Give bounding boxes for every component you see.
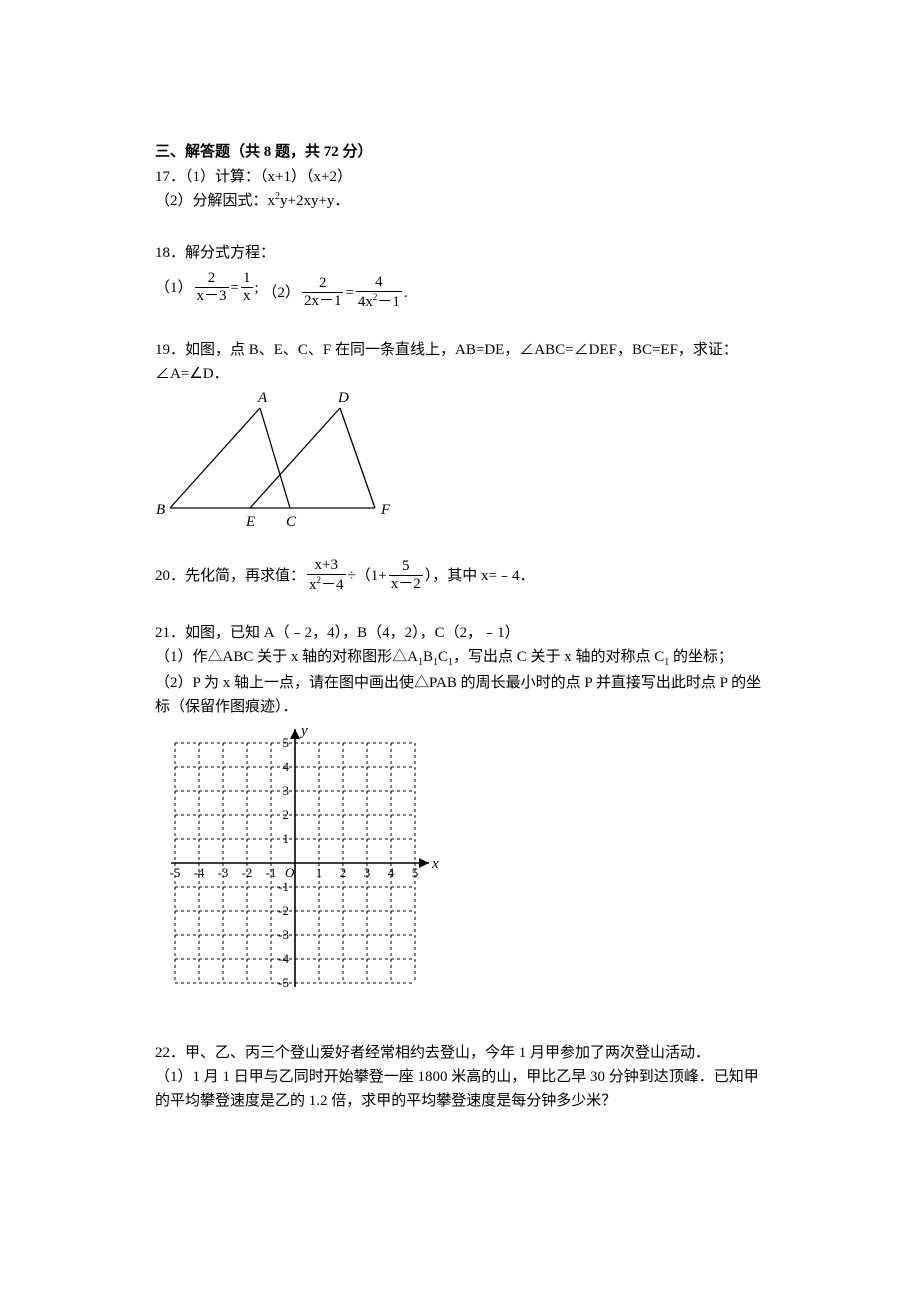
q18-p1-den2: x <box>241 287 253 304</box>
svg-text:-4: -4 <box>278 951 289 966</box>
q20-f1-den: x2－4 <box>307 574 346 593</box>
svg-text:2: 2 <box>283 807 290 822</box>
q21-l2e: 的坐标； <box>669 649 733 665</box>
q18-p1-label: （1） <box>155 276 193 300</box>
svg-text:1: 1 <box>316 865 323 880</box>
q18-p1-den1: x－3 <box>195 287 229 304</box>
question-17: 17．（1）计算：（x+1）（x+2） （2）分解因式：x2y+2xy+y． <box>155 165 765 213</box>
q17-p2-pre: x <box>268 193 276 209</box>
q20-div: ÷（1+ <box>348 564 387 588</box>
svg-text:4: 4 <box>283 759 290 774</box>
q20-suffix: ），其中 x=﹣4． <box>425 564 535 588</box>
svg-text:-4: -4 <box>194 865 205 880</box>
q18-p2-den2: 4x2－1 <box>356 291 402 310</box>
svg-text:-5: -5 <box>170 865 181 880</box>
q18-p2: （2） 2 2x－1 = 4 4x2－1 . <box>262 275 407 310</box>
triangle-diagram: A B C D E F <box>155 390 400 530</box>
q21-l2: （1）作△ABC 关于 x 轴的对称图形△A1B1C1，写出点 C 关于 x 轴… <box>155 645 765 671</box>
q18-p1-num1: 2 <box>206 271 218 287</box>
q18-p1-frac1: 2 x－3 <box>195 271 229 304</box>
q20-f1-den-post: －4 <box>321 577 344 593</box>
q17-prefix: 17． <box>155 169 185 185</box>
svg-text:O: O <box>285 865 295 880</box>
svg-text:1: 1 <box>283 831 290 846</box>
svg-text:5: 5 <box>283 735 290 750</box>
q20-line: 20．先化简，再求值： x+3 x2－4 ÷（1+ 5 x－2 ），其中 x=﹣… <box>155 558 534 593</box>
svg-text:E: E <box>245 514 255 530</box>
question-21: 21．如图，已知 A（﹣2，4），B（4，2），C（2，﹣1） （1）作△ABC… <box>155 621 765 1013</box>
svg-text:3: 3 <box>364 865 371 880</box>
q18-p1-frac2: 1 x <box>241 271 253 304</box>
q18-p2-den2-post: －1 <box>377 294 400 310</box>
q21-l2c: C <box>438 649 448 665</box>
q19-text: 19．如图，点 B、E、C、F 在同一条直线上，AB=DE，∠ABC=∠DEF，… <box>155 338 765 386</box>
q18-p2-label: （2） <box>262 281 300 305</box>
q17-p2-post: y+2xy+y． <box>280 193 349 209</box>
q17-line1: 17．（1）计算：（x+1）（x+2） <box>155 165 765 189</box>
q21-l2a: （1）作△ABC 关于 x 轴的对称图形△A <box>155 649 418 665</box>
q21-l2d: ，写出点 C 关于 x 轴的对称点 C <box>453 649 664 665</box>
q21-l3: （2）P 为 x 轴上一点，请在图中画出使△PAB 的周长最小时的点 P 并直接… <box>155 671 765 719</box>
svg-text:4: 4 <box>388 865 395 880</box>
section-title: 三、解答题（共 8 题，共 72 分） <box>155 140 765 161</box>
svg-text:y: y <box>299 723 308 739</box>
svg-text:-3: -3 <box>218 865 229 880</box>
svg-text:-3: -3 <box>278 927 289 942</box>
q20-f2-den: x－2 <box>389 575 423 592</box>
svg-text:-1: -1 <box>278 879 289 894</box>
q18-p2-eq: = <box>345 281 353 305</box>
q18-p1-num2: 1 <box>241 271 253 287</box>
question-20: 20．先化简，再求值： x+3 x2－4 ÷（1+ 5 x－2 ），其中 x=﹣… <box>155 558 765 593</box>
svg-text:C: C <box>286 514 297 530</box>
q18-p2-frac2: 4 4x2－1 <box>356 275 402 310</box>
svg-text:F: F <box>380 502 391 518</box>
q20-f1-num: x+3 <box>313 558 340 574</box>
q21-l2b: B <box>423 649 433 665</box>
svg-text:-5: -5 <box>278 975 289 990</box>
q20-f1-den-pre: x <box>309 577 317 593</box>
svg-text:2: 2 <box>340 865 347 880</box>
q17-p1-expr: （x+1）（x+2） <box>260 169 352 185</box>
svg-text:3: 3 <box>283 783 290 798</box>
q18-header: 18．解分式方程： <box>155 241 765 265</box>
q17-line2: （2）分解因式：x2y+2xy+y． <box>155 189 765 213</box>
q18-p1-eq: = <box>231 276 239 300</box>
q20-f2-num: 5 <box>400 559 412 575</box>
q19-figure: A B C D E F <box>155 390 765 530</box>
q17-p2-label: （2）分解因式： <box>155 193 268 209</box>
q18-p2-num2: 4 <box>373 275 385 291</box>
q18-p2-den2-pre: 4x <box>358 294 373 310</box>
q20-frac2: 5 x－2 <box>389 559 423 592</box>
svg-text:-2: -2 <box>242 865 253 880</box>
coordinate-grid: -5 -4 -3 -2 -1 1 2 3 4 5 -5 -4 -3 -2 -1 1 2 3 4 5 Ox y <box>155 723 440 1013</box>
q20-frac1: x+3 x2－4 <box>307 558 346 593</box>
svg-text:x: x <box>431 856 439 872</box>
q18-p2-end: . <box>404 281 408 305</box>
question-19: 19．如图，点 B、E、C、F 在同一条直线上，AB=DE，∠ABC=∠DEF，… <box>155 338 765 530</box>
svg-text:B: B <box>156 502 165 518</box>
svg-text:-2: -2 <box>278 903 289 918</box>
question-22: 22．甲、乙、丙三个登山爱好者经常相约去登山，今年 1 月甲参加了两次登山活动．… <box>155 1041 765 1113</box>
q18-p1-end: ; <box>255 276 259 300</box>
q22-l2: （1）1 月 1 日甲与乙同时开始攀登一座 1800 米高的山，甲比乙早 30 … <box>155 1065 765 1113</box>
q17-p1-label: （1）计算： <box>185 169 260 185</box>
q22-l1: 22．甲、乙、丙三个登山爱好者经常相约去登山，今年 1 月甲参加了两次登山活动． <box>155 1041 765 1065</box>
q18-p1: （1） 2 x－3 = 1 x ; <box>155 271 259 304</box>
question-18: 18．解分式方程： （1） 2 x－3 = 1 x ; （2） 2 2x－1 =… <box>155 241 765 310</box>
svg-text:D: D <box>337 390 349 406</box>
q18-p2-frac1: 2 2x－1 <box>302 276 344 309</box>
q18-p2-num1: 2 <box>317 276 329 292</box>
svg-text:A: A <box>257 390 268 406</box>
q21-l1: 21．如图，已知 A（﹣2，4），B（4，2），C（2，﹣1） <box>155 621 765 645</box>
q20-prefix: 20．先化简，再求值： <box>155 564 305 588</box>
q18-p2-den1: 2x－1 <box>302 292 344 309</box>
svg-text:-1: -1 <box>266 865 277 880</box>
svg-text:5: 5 <box>412 865 419 880</box>
q21-figure: -5 -4 -3 -2 -1 1 2 3 4 5 -5 -4 -3 -2 -1 1 2 3 4 5 Ox y <box>155 723 765 1013</box>
